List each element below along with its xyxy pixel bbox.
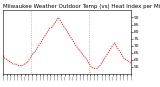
Text: Milwaukee Weather Outdoor Temp (vs) Heat Index per Minute (Last 24 Hours): Milwaukee Weather Outdoor Temp (vs) Heat… bbox=[3, 4, 160, 9]
